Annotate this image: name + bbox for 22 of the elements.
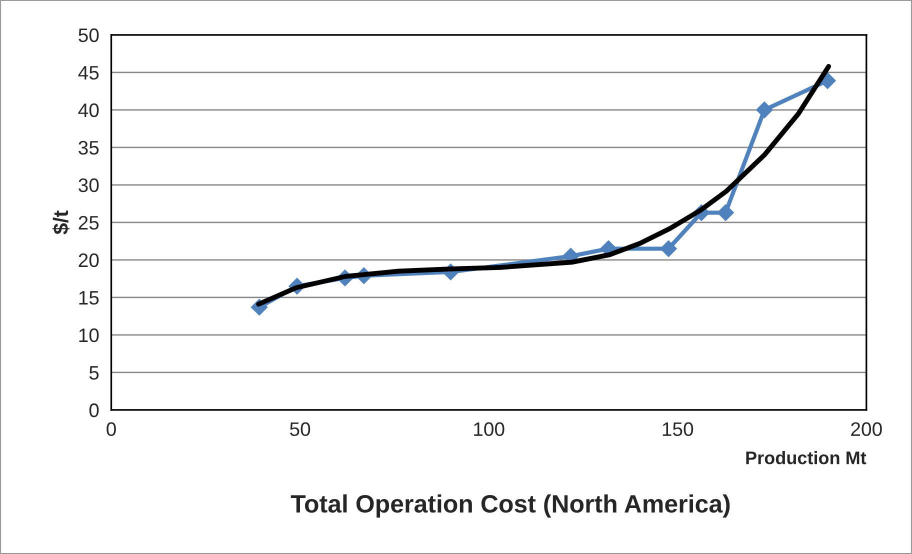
point — [717, 204, 734, 222]
x-tick-label: 150 — [662, 422, 694, 436]
x-tick-label: 50 — [290, 422, 310, 436]
y-tick-label: 45 — [78, 66, 99, 80]
point — [756, 102, 773, 118]
y-tick-label: 5 — [89, 366, 99, 380]
y-tick-label: 25 — [78, 216, 99, 230]
y-axis-title: $/t — [52, 210, 70, 234]
x-tick-label: 100 — [474, 422, 504, 436]
y-tick-label: 30 — [78, 178, 99, 192]
x-tick-label: 0 — [106, 422, 116, 436]
y-tick-label: 20 — [78, 253, 99, 268]
y-tick-label: 15 — [79, 291, 99, 305]
point — [660, 240, 677, 258]
x-tick-label: 200 — [851, 422, 882, 436]
y-tick-label: 10 — [79, 328, 99, 342]
y-tick-label: 50 — [78, 28, 99, 42]
y-tick-label: 40 — [78, 103, 99, 118]
x-axis-title: Production Mt — [746, 451, 866, 464]
text: Total Operation Cost (North America) — [290, 494, 730, 518]
y-tick-label: 35 — [78, 140, 99, 155]
y-tick-label: 0 — [89, 403, 99, 418]
